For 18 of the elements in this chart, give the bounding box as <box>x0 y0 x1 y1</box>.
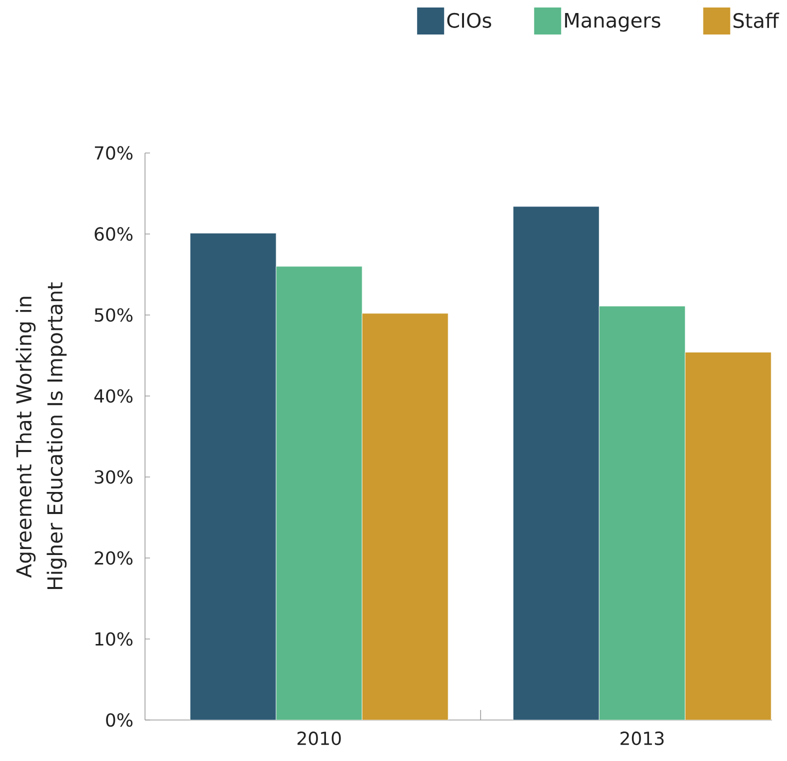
y-tick-label: 30% <box>94 470 132 484</box>
bar <box>512 206 600 720</box>
y-tick-label: 50% <box>94 308 132 322</box>
bar <box>276 266 362 720</box>
y-tick-label: 70% <box>94 146 132 160</box>
legend-label: Managers <box>565 12 660 32</box>
x-tick-label: 2010 <box>298 732 341 746</box>
x-tick-label: 2013 <box>620 732 664 746</box>
y-axis-title: Agreement That Working in Higher Education Is Important <box>16 282 67 590</box>
y-tick-label: 60% <box>94 227 132 241</box>
bar <box>190 232 276 720</box>
y-tick-label: 10% <box>95 632 132 646</box>
y-tick-label: 40% <box>94 389 132 403</box>
legend-label: CIOs <box>447 12 492 28</box>
bar <box>598 306 686 720</box>
y-tick-label: 0% <box>106 713 132 727</box>
legend-label: Staff <box>734 12 780 28</box>
y-tick-label: 20% <box>94 551 132 565</box>
